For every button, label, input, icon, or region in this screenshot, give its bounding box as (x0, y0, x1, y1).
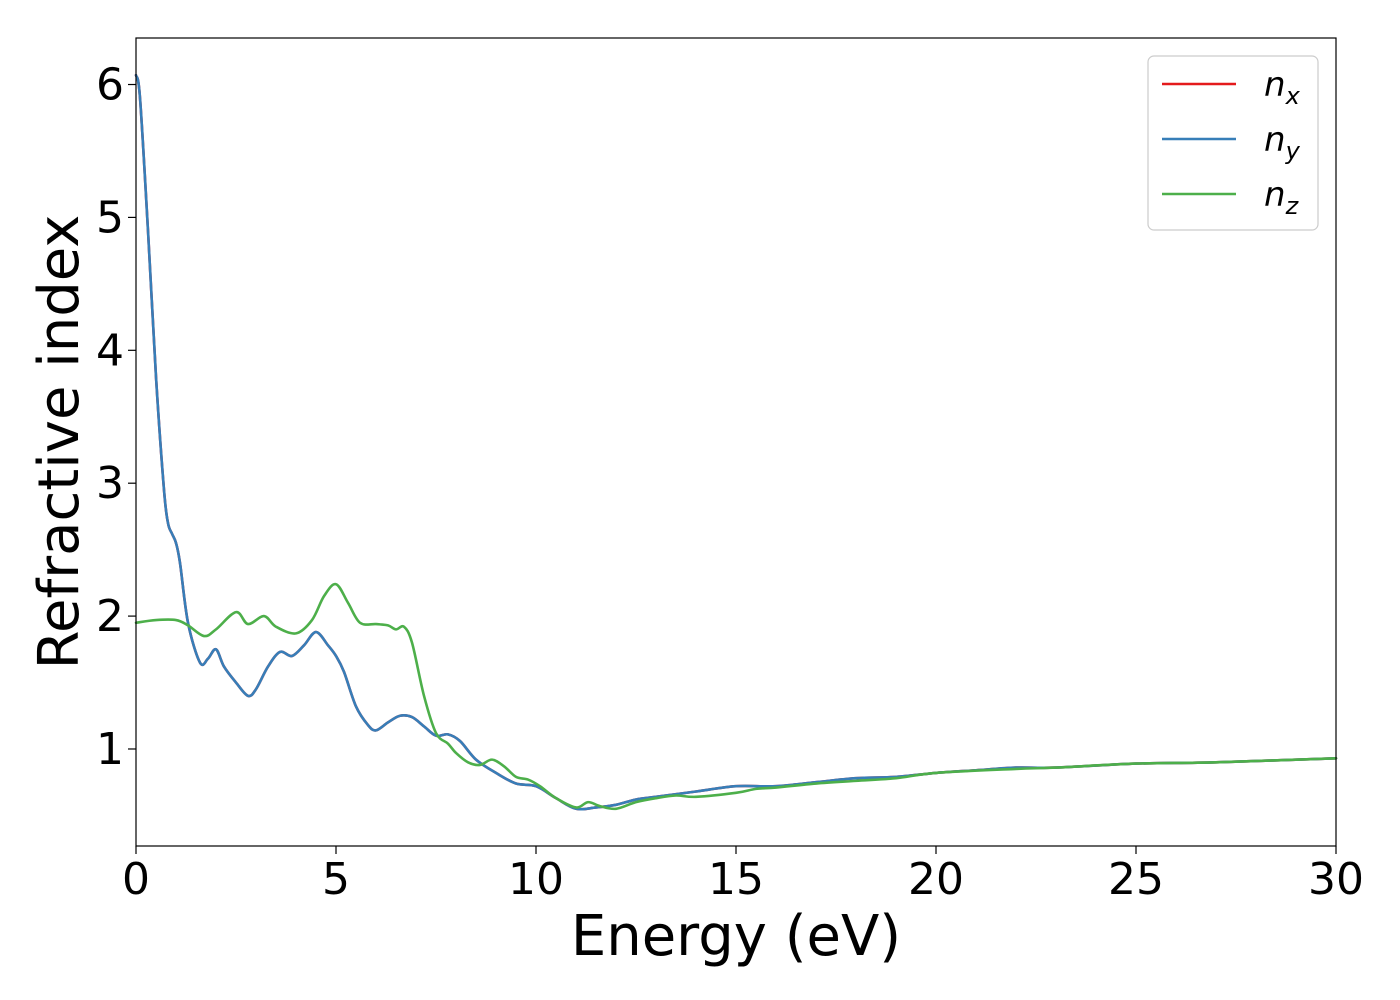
y-axis-label: Refractive index (27, 215, 92, 670)
x-tick-label: 15 (708, 854, 764, 905)
x-axis: 0 5 10 15 20 25 30 (122, 846, 1364, 905)
y-tick-label: 2 (96, 591, 124, 642)
y-tick-label: 5 (96, 192, 124, 243)
x-axis-label: Energy (eV) (571, 904, 901, 969)
legend-label-nz: nz (1264, 175, 1300, 220)
legend: nx ny nz (1147, 55, 1319, 231)
plot-area (136, 38, 1336, 846)
x-tick-label: 5 (322, 854, 350, 905)
y-axis: 1 2 3 4 5 6 (96, 60, 136, 775)
x-tick-label: 10 (508, 854, 564, 905)
legend-label-nx: nx (1264, 65, 1301, 110)
x-tick-label: 25 (1108, 854, 1164, 905)
y-tick-label: 4 (96, 325, 124, 376)
legend-box (1147, 55, 1319, 231)
x-tick-label: 20 (908, 854, 964, 905)
y-tick-label: 3 (96, 458, 124, 509)
y-tick-label: 6 (96, 60, 124, 111)
y-tick-label: 1 (96, 724, 124, 775)
x-tick-label: 30 (1308, 854, 1364, 905)
series-layer (134, 73, 1338, 811)
legend-label-ny: ny (1264, 120, 1301, 165)
x-tick-label: 0 (122, 854, 150, 905)
series-line-nz (134, 582, 1338, 811)
